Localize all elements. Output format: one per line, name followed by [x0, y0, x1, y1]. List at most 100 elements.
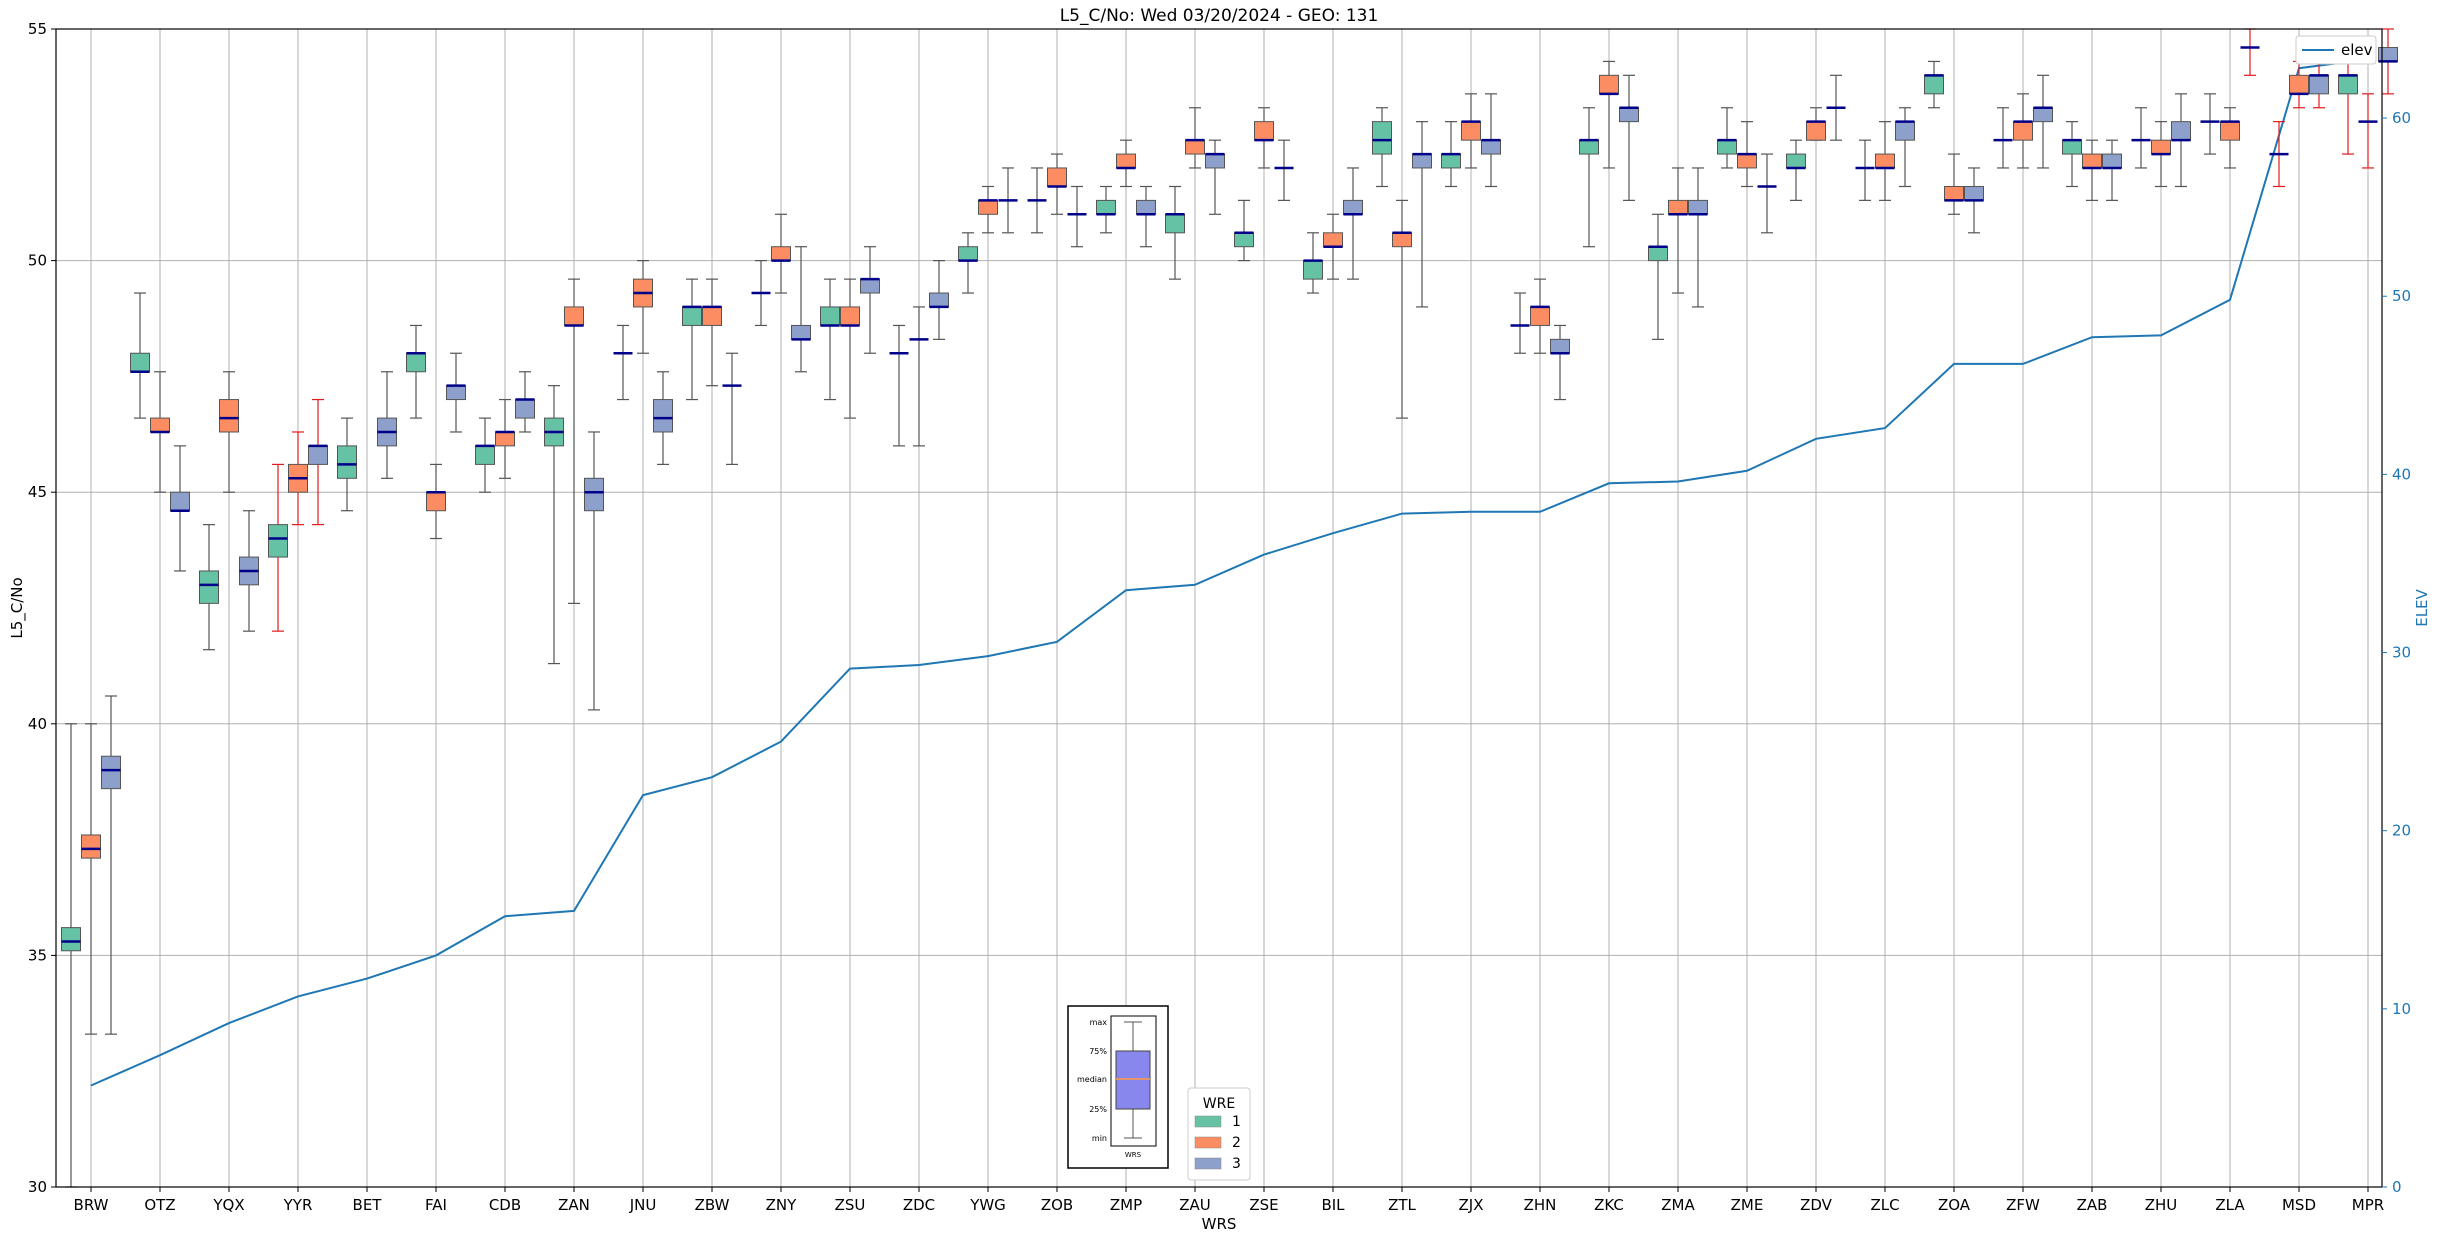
box-zme-wre2 — [1737, 121, 1757, 188]
plot-area — [56, 29, 2382, 1187]
box-body — [1461, 121, 1481, 141]
y2-tick-label: 30 — [2392, 644, 2411, 662]
box-zjx-wre1 — [1441, 121, 1461, 188]
box-zny-wre2 — [771, 213, 791, 294]
elev-legend-box — [2295, 35, 2377, 65]
x-tick-label: CDB — [489, 1196, 521, 1214]
elev-legend: elev — [2295, 35, 2377, 65]
box-body — [1964, 185, 1984, 201]
box-body — [2151, 139, 2171, 155]
box-zkc-wre2 — [1599, 60, 1619, 169]
x-tick-label: ZAN — [558, 1196, 590, 1214]
box-zkc-wre1 — [1579, 107, 1599, 248]
box-bet-wre3 — [377, 371, 397, 479]
y2-tick-label: 10 — [2392, 1000, 2411, 1018]
box-zsu-wre2 — [840, 278, 860, 419]
box-body — [1786, 153, 1806, 169]
x-tick-label: FAI — [425, 1196, 447, 1214]
x-tick-label: ZAB — [2077, 1196, 2108, 1214]
box-zhu-wre3 — [2171, 93, 2191, 188]
box-zmp-wre3 — [1136, 185, 1156, 248]
box-zhn-wre2 — [1530, 278, 1550, 354]
box-ywg-wre3 — [998, 167, 1018, 234]
box-zhu-wre2 — [2151, 121, 2171, 188]
box-bet-wre1 — [337, 417, 357, 512]
x-tick-label: ZOB — [1041, 1196, 1073, 1214]
box-body — [2062, 139, 2082, 155]
box-body — [308, 445, 328, 465]
y-tick-label: 45 — [28, 483, 47, 501]
key-label: 75% — [1089, 1047, 1107, 1056]
box-body — [2309, 74, 2329, 95]
box-body — [130, 352, 150, 373]
box-zhn-wre1 — [1510, 292, 1530, 354]
x-tick-label: ZHU — [2145, 1196, 2178, 1214]
x-tick-label: ZDC — [903, 1196, 935, 1214]
x-tick-label: YWG — [969, 1196, 1006, 1214]
box-bil-wre2 — [1323, 213, 1343, 280]
key-xlabel: WRS — [1125, 1151, 1142, 1159]
box-zse-wre2 — [1254, 107, 1274, 169]
box-zan-wre3 — [584, 431, 604, 711]
box-body — [515, 399, 535, 419]
y2-tick-label: 20 — [2392, 822, 2411, 840]
boxes — [61, 28, 2398, 1188]
y-tick-label: 40 — [28, 715, 47, 733]
box-body — [702, 306, 722, 326]
box-body — [2102, 153, 2122, 169]
box-body — [1875, 153, 1895, 169]
box-body — [929, 292, 949, 308]
box-zla-wre1 — [2200, 93, 2220, 155]
x-tick-label: ZSE — [1249, 1196, 1278, 1214]
box-zab-wre1 — [2062, 121, 2082, 188]
box-zlc-wre2 — [1875, 121, 1895, 201]
key-label: min — [1092, 1134, 1107, 1143]
box-body — [81, 834, 101, 859]
box-body — [170, 491, 190, 512]
box-body — [1619, 107, 1639, 123]
y2-axis-label: ELEV — [2413, 588, 2431, 626]
box-zhn-wre3 — [1550, 324, 1570, 401]
x-tick-label: ZBW — [695, 1196, 730, 1214]
box-yyr-wre2 — [288, 431, 308, 526]
box-body — [475, 445, 495, 465]
box-body — [1481, 139, 1501, 155]
box-zdv-wre3 — [1826, 74, 1846, 141]
box-zhu-wre1 — [2131, 107, 2151, 169]
box-zfw-wre3 — [2033, 74, 2053, 169]
box-body — [2289, 74, 2309, 95]
box-zny-wre3 — [791, 246, 811, 373]
box-body — [1392, 232, 1412, 248]
box-zma-wre3 — [1688, 167, 1708, 308]
box-zny-wre1 — [751, 260, 771, 327]
box-zoa-wre2 — [1944, 153, 1964, 215]
x-tick-label: ZLC — [1870, 1196, 1899, 1214]
box-jnu-wre2 — [633, 260, 653, 354]
box-cdb-wre2 — [495, 398, 515, 479]
y-axis-label: L5_C/No — [8, 577, 27, 638]
box-body — [791, 324, 811, 340]
box-body — [1579, 139, 1599, 155]
box-yyr-wre3 — [308, 398, 328, 526]
box-zdc-wre3 — [929, 260, 949, 340]
x-tick-label: ZSU — [835, 1196, 866, 1214]
box-zdc-wre2 — [909, 306, 929, 447]
box-body — [1254, 121, 1274, 141]
box-zau-wre2 — [1185, 107, 1205, 169]
box-zan-wre1 — [544, 385, 564, 665]
chart-title: L5_C/No: Wed 03/20/2024 - GEO: 131 — [1060, 6, 1379, 26]
box-body — [840, 306, 860, 326]
x-tick-label: BIL — [1321, 1196, 1345, 1214]
box-zan-wre2 — [564, 278, 584, 604]
grid — [56, 28, 2382, 1188]
x-tick-label: MPR — [2352, 1196, 2384, 1214]
x-tick-label: ZOA — [1938, 1196, 1971, 1214]
box-body — [2171, 121, 2191, 141]
box-body — [1688, 199, 1708, 215]
box-zme-wre3 — [1757, 153, 1777, 234]
box-zlc-wre3 — [1895, 107, 1915, 188]
box-body — [1372, 121, 1392, 155]
box-yqx-wre1 — [199, 524, 219, 651]
box-zme-wre1 — [1717, 107, 1737, 169]
box-body — [653, 399, 673, 433]
